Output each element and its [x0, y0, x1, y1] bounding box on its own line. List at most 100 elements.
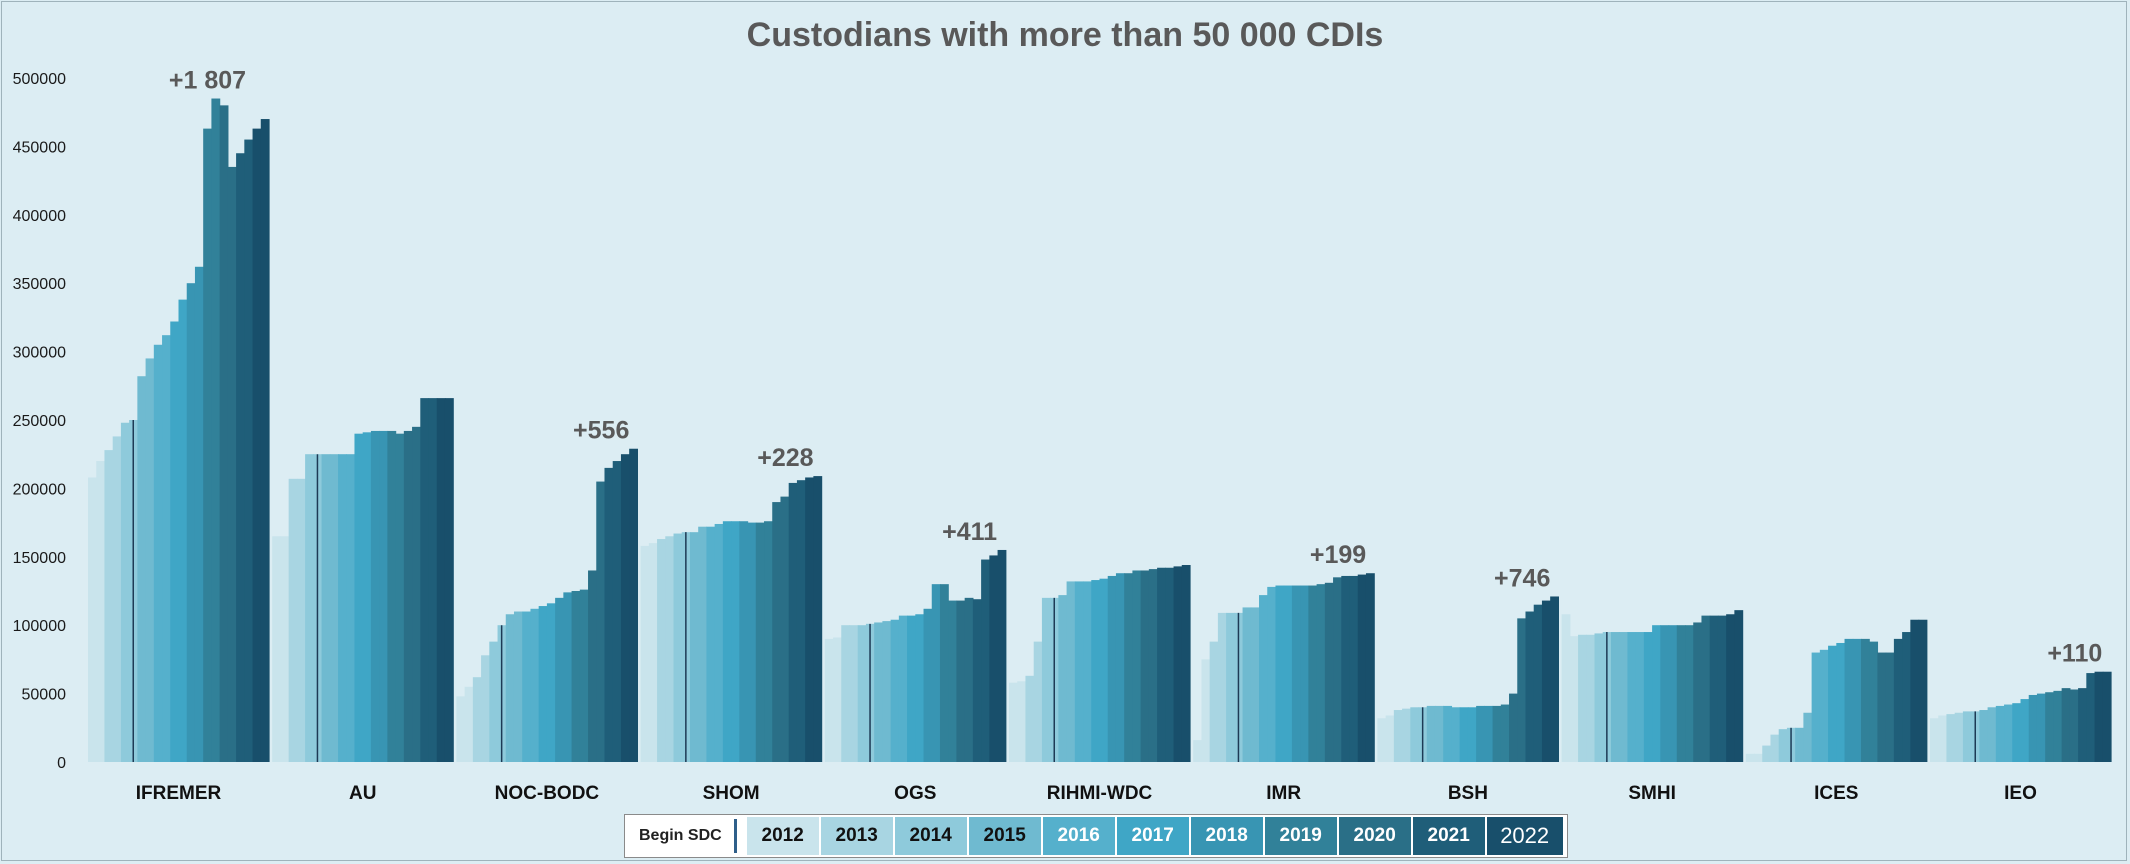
bar — [137, 376, 147, 762]
bar — [1365, 573, 1375, 762]
bar — [1250, 607, 1260, 762]
bar — [1476, 705, 1485, 762]
bar — [489, 641, 499, 762]
bar — [874, 622, 883, 762]
custodian-group-shom — [640, 476, 823, 762]
bar — [244, 139, 254, 762]
category-label: SMHI — [1628, 783, 1676, 804]
bar — [346, 454, 356, 762]
bar — [513, 611, 523, 762]
bar — [1938, 715, 1948, 762]
bar — [1316, 584, 1326, 762]
y-tick-label: 300000 — [13, 345, 66, 362]
bar — [1795, 727, 1804, 762]
bar — [1242, 607, 1252, 762]
y-tick-label: 0 — [57, 755, 66, 772]
bar — [1754, 753, 1763, 762]
y-tick-label: 200000 — [13, 481, 66, 498]
category-label: AU — [349, 783, 376, 804]
bar — [739, 521, 749, 762]
bar — [1594, 633, 1604, 762]
bar — [96, 461, 106, 762]
bar — [890, 619, 900, 762]
bar — [849, 625, 859, 762]
bar — [1324, 582, 1334, 762]
bar — [1393, 710, 1403, 762]
custodian-group-bsh — [1377, 596, 1559, 762]
category-label: NOC-BODC — [495, 783, 600, 804]
bar — [1484, 705, 1494, 762]
bar — [706, 526, 716, 762]
bar — [370, 430, 380, 762]
bar — [186, 283, 196, 762]
bar — [555, 597, 564, 762]
bar — [1541, 600, 1551, 762]
bar — [648, 543, 658, 762]
legend-item-2012: 2012 — [746, 817, 819, 855]
bar — [194, 266, 204, 762]
bar — [1267, 586, 1277, 762]
bar — [1918, 619, 1928, 762]
bar — [1291, 585, 1301, 762]
bar — [1308, 585, 1318, 762]
bar — [841, 625, 851, 762]
y-tick-label: 400000 — [13, 208, 66, 225]
bar — [88, 477, 97, 762]
bar — [620, 454, 630, 762]
bar — [1619, 632, 1629, 762]
bar — [657, 539, 666, 762]
bar — [546, 603, 556, 762]
bar — [780, 496, 790, 762]
bar — [1844, 638, 1854, 762]
bar — [1860, 638, 1870, 762]
bar — [1066, 581, 1076, 762]
bar — [923, 608, 933, 762]
legend-items: 2012 2013 2014 2015 2016 2017 2018 2019 2020 2021… — [746, 817, 1563, 855]
bar — [403, 430, 413, 762]
bar — [1550, 596, 1559, 762]
bar — [1402, 708, 1411, 762]
bar — [1726, 614, 1735, 762]
y-tick-label: 500000 — [13, 71, 66, 88]
bar — [272, 536, 282, 762]
category-label: OGS — [894, 783, 936, 804]
bar — [412, 426, 421, 762]
bar — [2036, 693, 2046, 762]
bar — [252, 128, 262, 762]
bar — [1979, 710, 1989, 762]
bar — [170, 321, 180, 762]
bar — [145, 358, 155, 762]
annotations: +1 807 +556 +228 +411 +199 +746 +110 — [169, 67, 2102, 668]
legend-item-2022: 2022 — [1486, 817, 1563, 855]
bar — [1803, 712, 1813, 762]
bar — [1074, 581, 1084, 762]
bar — [387, 430, 397, 762]
bar — [1811, 652, 1821, 762]
bar — [1209, 641, 1219, 762]
bar — [1668, 625, 1678, 762]
bar — [1525, 611, 1535, 762]
bar — [1930, 718, 1939, 762]
y-tick-label: 100000 — [13, 618, 66, 635]
bar — [1259, 595, 1268, 762]
bar — [956, 600, 966, 762]
bar — [538, 606, 548, 762]
bar — [379, 430, 388, 762]
bar — [1385, 715, 1395, 762]
bar — [796, 480, 806, 762]
bar — [428, 398, 438, 762]
legend-item-2019: 2019 — [1264, 817, 1337, 855]
bar — [2094, 671, 2104, 762]
y-tick-label: 50000 — [22, 687, 67, 704]
bar — [2086, 673, 2096, 762]
legend-item-2017: 2017 — [1116, 817, 1189, 855]
bar — [1643, 632, 1653, 762]
bar — [1226, 612, 1235, 762]
annotation-label: +411 — [942, 518, 997, 546]
bar — [1201, 659, 1211, 762]
bar — [824, 638, 834, 762]
bar — [120, 422, 130, 762]
bar — [997, 549, 1007, 762]
bar — [2004, 704, 2013, 762]
bar — [1283, 585, 1293, 762]
